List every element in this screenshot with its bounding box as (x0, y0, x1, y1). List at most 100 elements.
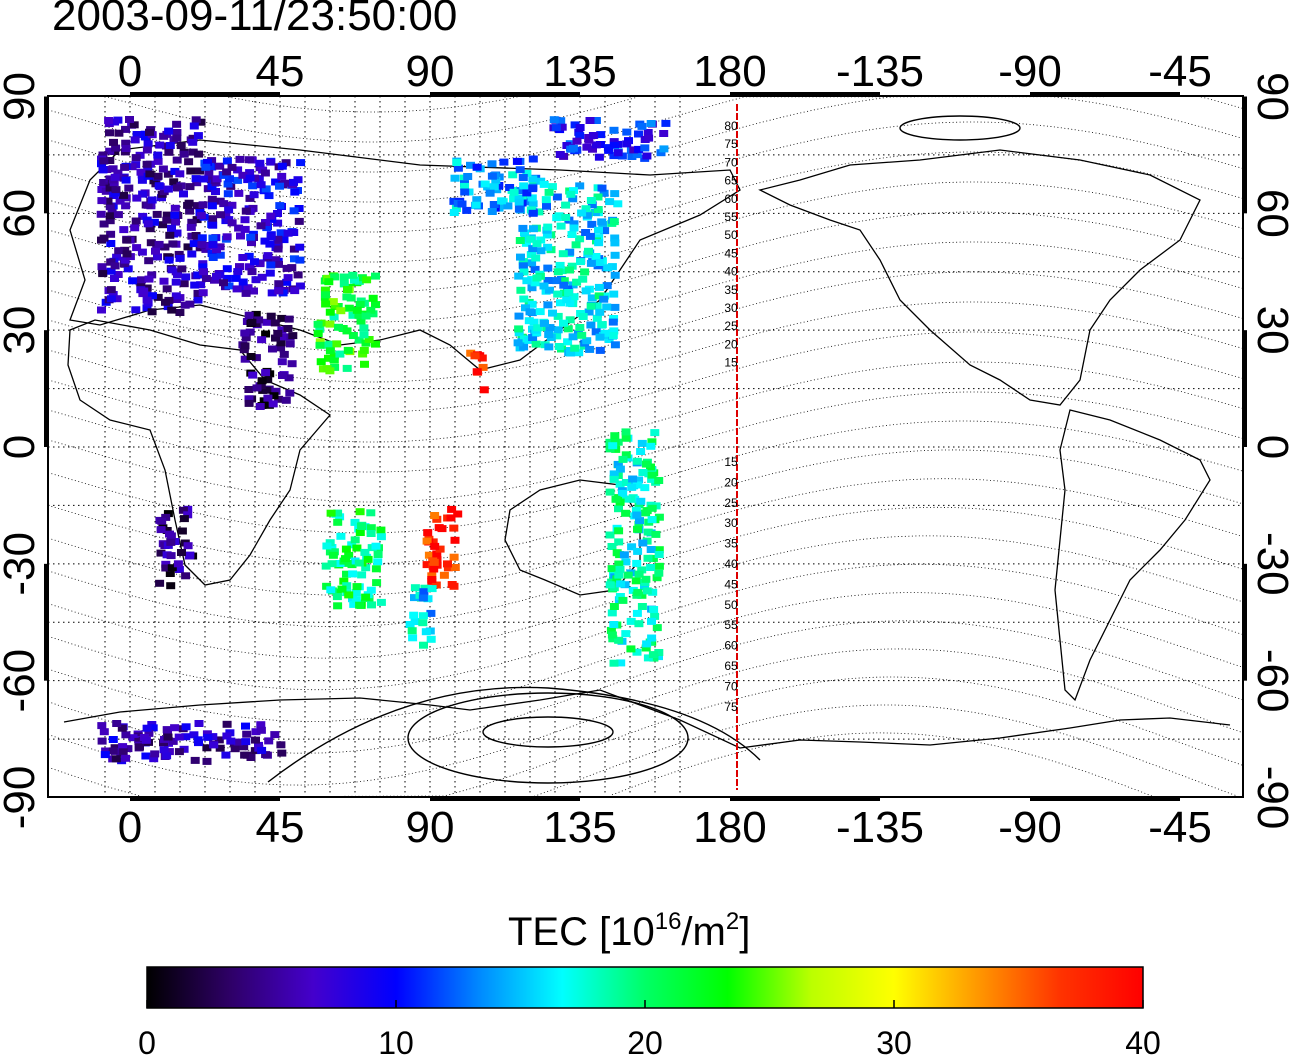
tec-cell-africa-south (183, 511, 193, 519)
tec-cell-south-america (607, 543, 617, 550)
tec-cell-south-america (641, 460, 651, 468)
tec-cell-north-america (594, 283, 604, 291)
tec-cell-europe (111, 144, 121, 152)
tec-cell-north-america (584, 247, 593, 255)
tec-cell-australia (328, 551, 338, 559)
tec-cell-east-asia (368, 294, 378, 302)
tec-cell-russia (197, 234, 207, 242)
tec-cell-south-america (621, 479, 631, 486)
tec-cell-antarctica (277, 749, 287, 757)
tec-cell-south-america (605, 531, 615, 539)
tec-cell-south-pacific (430, 542, 440, 550)
tec-cell-south-america (609, 475, 619, 483)
tec-cell-russia (274, 287, 284, 295)
tec-cell-south-america (614, 538, 624, 546)
tec-cell-north-america (580, 268, 590, 276)
tec-cell-south-america (615, 565, 625, 573)
tec-cell-east-asia (366, 306, 376, 314)
tec-cell-east-asia (321, 291, 330, 299)
tec-cell-europe (167, 266, 177, 274)
tec-cell-south-america (626, 645, 636, 653)
tec-cell-south-america (607, 609, 617, 617)
tec-cell-europe (131, 217, 141, 225)
tec-cell-alaska (449, 209, 459, 216)
tec-cell-south-america (636, 448, 646, 455)
tec-cell-europe (168, 240, 178, 248)
tec-cell-south-america (654, 649, 664, 656)
tec-cell-australia (350, 518, 360, 526)
tec-cell-europe (97, 306, 106, 314)
tec-cell-europe (184, 158, 194, 166)
tec-cell-europe (125, 116, 134, 123)
tec-cell-australia (373, 551, 383, 558)
tec-cell-africa-south (166, 582, 176, 590)
tec-cell-east-asia (343, 346, 353, 354)
tec-cell-arctic (627, 153, 637, 160)
tec-cell-india (246, 353, 256, 360)
tec-cell-europe (191, 116, 201, 124)
tec-cell-north-america (539, 180, 549, 188)
tec-cell-north-america (565, 316, 575, 324)
tec-cell-alaska (453, 164, 463, 172)
lon-tick-bottom: -90 (998, 803, 1062, 852)
tec-cell-alaska (514, 198, 524, 206)
tec-cell-south-america (636, 497, 646, 505)
tec-cell-europe (143, 201, 153, 209)
tec-cell-antarctica (100, 751, 110, 759)
tec-cell-alaska (508, 171, 518, 179)
tec-cell-russia (294, 205, 304, 212)
tec-cell-africa-south (173, 560, 183, 568)
tec-cell-antarctica (251, 736, 260, 744)
tec-cell-south-pacific (423, 529, 433, 537)
tec-cell-russia (224, 282, 234, 290)
tec-cell-east-asia (325, 347, 335, 355)
tec-cell-europe (148, 292, 157, 300)
tec-cell-north-america (568, 333, 578, 341)
tec-cell-north-america (552, 277, 562, 285)
tec-cell-alaska (472, 196, 482, 204)
tec-cell-north-america (544, 331, 554, 338)
tec-cell-alaska (503, 202, 513, 210)
tec-cell-antarctica (246, 754, 256, 761)
tec-cell-europe (193, 271, 203, 279)
tec-cell-east-asia (321, 300, 331, 308)
tec-cell-alaska (472, 163, 482, 171)
tec-cell-north-america (543, 223, 553, 231)
frame-bar-left (44, 330, 49, 447)
tec-cell-europe (180, 301, 190, 309)
meridian-label-lower: 55 (724, 618, 738, 632)
tec-cell-russia (275, 182, 284, 190)
tec-cell-europe (130, 224, 140, 232)
tec-cell-north-america (610, 303, 620, 311)
tec-cell-russia (296, 159, 306, 167)
tec-cell-europe (194, 150, 204, 158)
tec-cell-russia (247, 239, 256, 247)
tec-cell-russia (233, 176, 243, 184)
tec-cell-north-america (561, 214, 571, 221)
tec-cell-russia (277, 172, 287, 180)
tec-cell-east-asia (348, 332, 358, 339)
tec-cell-north-america (609, 315, 619, 322)
geomagnetic-contours (47, 95, 1243, 798)
tec-cell-russia (222, 157, 232, 165)
tec-cell-north-america (594, 259, 604, 266)
tec-cell-europe (153, 172, 163, 180)
tec-cell-north-america (597, 184, 607, 192)
tec-cell-europe (120, 256, 130, 264)
tec-cell-europe (163, 185, 173, 193)
tec-cell-arctic (634, 130, 643, 138)
tec-cell-arctic (591, 141, 601, 149)
tec-cell-europe (110, 275, 119, 282)
tec-cell-south-america (621, 451, 631, 459)
colorbar-label-mid: /m (681, 910, 726, 954)
tec-cell-arctic (588, 132, 598, 139)
tec-cell-north-america (564, 289, 574, 296)
tec-cell-south-america (621, 428, 631, 436)
tec-cell-east-asia (334, 323, 343, 331)
tec-cell-north-america (536, 236, 546, 244)
tec-cell-russia (215, 162, 225, 170)
tec-cell-europe (153, 253, 162, 261)
tec-cell-russia (198, 201, 208, 209)
tec-cell-south-america (642, 587, 652, 595)
tec-cell-europe (132, 244, 142, 252)
